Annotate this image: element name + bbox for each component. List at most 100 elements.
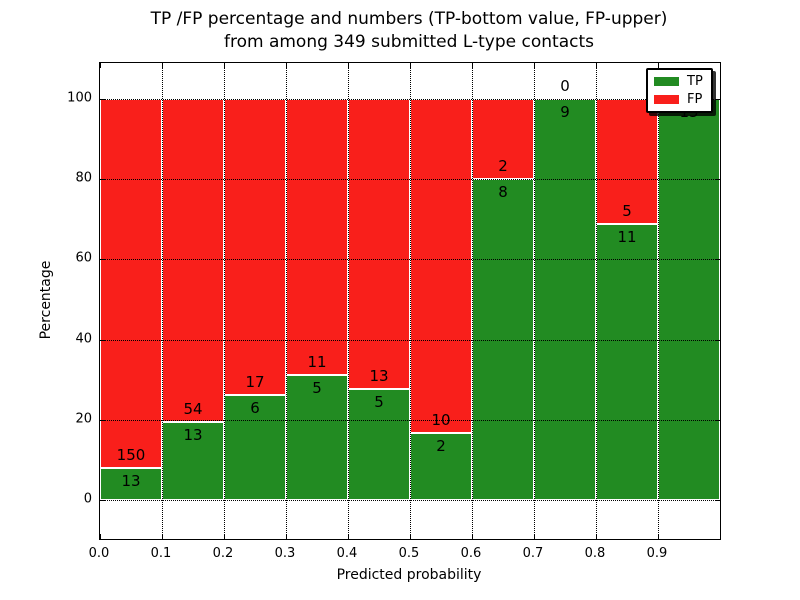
legend-item-TP: TP	[654, 75, 705, 88]
tp-count-label: 13	[183, 426, 203, 445]
legend-item-FP: FP	[654, 93, 705, 106]
xtick-label-0.9: 0.9	[646, 546, 668, 561]
tp-count-label: 5	[374, 392, 384, 411]
bar-tp-0.5	[410, 433, 472, 500]
tp-count-label: 2	[436, 437, 446, 456]
bar-fp-0.0	[100, 99, 162, 469]
bar-fp-0.4	[348, 99, 410, 389]
fp-count-label: 11	[307, 352, 327, 371]
chart-title: TP /FP percentage and numbers (TP-bottom…	[99, 8, 719, 54]
xtick-mark-top	[658, 63, 659, 68]
ytick-mark-right	[715, 419, 720, 421]
xtick-label-0.7: 0.7	[522, 546, 544, 561]
xtick-mark-top	[162, 63, 163, 68]
xtick-label-0.8: 0.8	[584, 546, 606, 561]
bar-fp-0.5	[410, 99, 472, 434]
bar-fp-0.3	[286, 99, 348, 375]
y-axis-label: Percentage	[38, 260, 54, 340]
bar-tp-0.0	[100, 468, 162, 500]
xtick-mark-top	[472, 63, 473, 68]
xtick-mark	[224, 534, 225, 539]
xtick-mark-top	[596, 63, 597, 68]
ytick-mark-right	[715, 500, 720, 501]
xtick-label-0.5: 0.5	[398, 546, 420, 561]
fp-count-label: 54	[183, 400, 203, 419]
bar-fp-0.1	[162, 99, 224, 423]
bar-tp-0.1	[162, 422, 224, 500]
xtick-label-0.0: 0.0	[88, 546, 110, 561]
xtick-label-0.3: 0.3	[274, 546, 296, 561]
bar-tp-0.8	[596, 224, 658, 500]
ytick-label-80: 80	[75, 170, 92, 186]
xtick-mark	[162, 534, 163, 539]
xtick-mark	[658, 534, 659, 539]
legend-swatch-TP	[654, 77, 679, 86]
ytick-mark-right	[715, 99, 720, 100]
ytick-mark	[100, 259, 105, 261]
tp-count-label: 6	[250, 399, 260, 418]
legend: TP FP	[646, 68, 713, 113]
legend-swatch-FP	[654, 95, 679, 104]
gridline-x-0.2	[224, 63, 225, 539]
ytick-label-20: 20	[75, 411, 92, 427]
ytick-mark-right	[715, 339, 720, 341]
tp-count-label: 9	[560, 103, 570, 121]
fp-count-label: 17	[245, 373, 265, 392]
xtick-mark	[348, 534, 349, 539]
gridline-x-0.7	[534, 63, 535, 539]
gridline-x-0.5	[410, 63, 411, 539]
chart-title-line1: TP /FP percentage and numbers (TP-bottom…	[150, 9, 668, 29]
gridline-x-0.4	[348, 63, 349, 539]
gridline-x-0.1	[162, 63, 163, 539]
ytick-mark	[100, 99, 105, 100]
legend-label-FP: FP	[687, 92, 703, 107]
bar-tp-0.3	[286, 374, 348, 500]
gridline-x-0.6	[472, 63, 473, 539]
xtick-mark	[286, 534, 287, 539]
x-axis-label: Predicted probability	[336, 567, 482, 583]
tp-count-label: 5	[312, 378, 322, 397]
fp-count-label: 0	[560, 77, 570, 95]
fp-count-label: 10	[431, 411, 451, 430]
bar-tp-0.9	[658, 99, 720, 500]
bar-fp-0.2	[224, 99, 286, 396]
xtick-mark	[534, 534, 535, 539]
xtick-label-0.6: 0.6	[460, 546, 482, 561]
ytick-mark-right	[715, 259, 720, 261]
tp-count-label: 11	[617, 228, 637, 247]
xtick-label-0.1: 0.1	[150, 546, 172, 561]
plot-area: 1501354131761151351022809511015	[99, 62, 721, 540]
xtick-mark	[472, 534, 473, 539]
xtick-mark-top	[410, 63, 411, 68]
xtick-mark	[100, 534, 101, 539]
chart-title-line2: from among 349 submitted L-type contacts	[223, 32, 594, 52]
ytick-label-40: 40	[75, 331, 92, 347]
ytick-label-60: 60	[75, 250, 92, 266]
xtick-label-0.2: 0.2	[212, 546, 234, 561]
xtick-mark-top	[534, 63, 535, 68]
ytick-mark	[100, 419, 105, 421]
ytick-label-0: 0	[83, 491, 92, 507]
xtick-mark	[596, 534, 597, 539]
fp-count-label: 5	[622, 202, 632, 221]
tp-count-label: 8	[498, 183, 508, 202]
fp-count-label: 13	[369, 366, 389, 385]
tp-count-label: 13	[121, 472, 141, 491]
gridline-x-0.3	[286, 63, 287, 539]
xtick-mark-top	[224, 63, 225, 68]
xtick-label-0.4: 0.4	[336, 546, 358, 561]
xtick-mark-top	[286, 63, 287, 68]
xtick-mark	[410, 534, 411, 539]
xtick-mark-top	[100, 63, 101, 68]
gridline-x-0.8	[596, 63, 597, 539]
fp-count-label: 2	[498, 157, 508, 176]
ytick-mark	[100, 500, 105, 501]
fp-count-label: 150	[116, 446, 146, 465]
xtick-mark-top	[348, 63, 349, 68]
ytick-mark	[100, 179, 105, 181]
ytick-mark	[100, 339, 105, 341]
bar-tp-0.7	[534, 99, 596, 500]
ytick-mark-right	[715, 179, 720, 181]
legend-label-TP: TP	[687, 74, 703, 89]
